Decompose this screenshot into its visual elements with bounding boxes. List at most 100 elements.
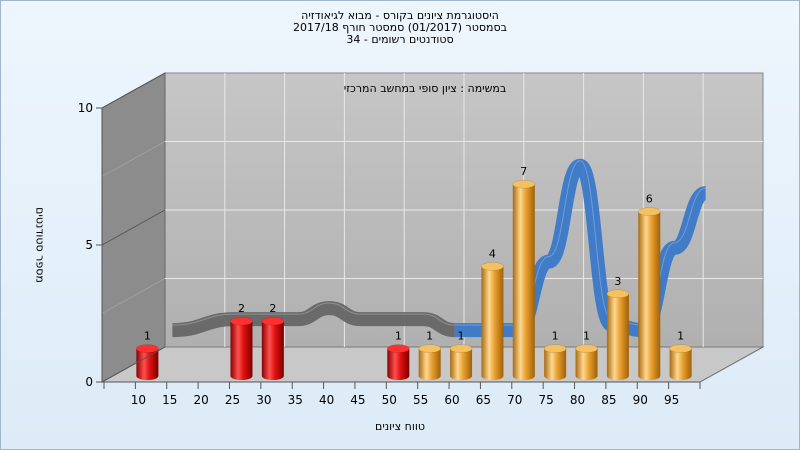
bar-body-90 [638, 211, 661, 376]
x-tick-label-55: 55 [413, 393, 428, 407]
bar-cap-60 [449, 344, 473, 353]
bar-value-label-80: 1 [583, 330, 590, 343]
bar-value-label-25: 2 [238, 302, 245, 315]
chart-subtitle: במשימה : ציון סופי במחשב המרכזי [343, 82, 507, 95]
bar-85 [606, 289, 630, 380]
x-tick-label-45: 45 [350, 393, 365, 407]
bar-50 [387, 344, 410, 380]
bar-base-85 [606, 372, 629, 380]
title-line-2: בסמסטר (01/2017) סמסטר חורף 2017/18 [293, 21, 507, 34]
bar-value-label-10: 1 [144, 330, 151, 343]
bar-body-75 [544, 348, 567, 376]
bar-value-label-85: 3 [614, 275, 621, 288]
bar-value-label-50: 1 [395, 330, 402, 343]
bar-55 [418, 344, 441, 380]
bar-cap-85 [606, 289, 630, 299]
bar-base-70 [512, 372, 535, 380]
bar-body-30 [261, 321, 284, 376]
bar-80 [575, 344, 598, 380]
bar-95 [669, 344, 692, 380]
x-tick-label-60: 60 [444, 393, 459, 407]
bar-body-65 [481, 266, 504, 376]
x-tick-label-20: 20 [193, 393, 208, 407]
bar-cap-90 [638, 207, 661, 216]
x-tick-label-15: 15 [162, 393, 177, 407]
chart-title: היסטוגרמת ציונים בקורס - מבוא לגיאודזיה … [0, 10, 800, 46]
gridline-left-2 [101, 141, 166, 177]
bar-cap-10 [136, 344, 159, 353]
bar-base-65 [481, 372, 504, 380]
bar-base-30 [261, 372, 284, 380]
bar-cap-30 [261, 316, 285, 326]
trend-ribbon-pass-band [454, 158, 708, 338]
bar-cap-70 [512, 179, 536, 189]
x-tick-label-40: 40 [319, 393, 334, 407]
x-tick-label-35: 35 [288, 393, 303, 407]
bar-body-70 [512, 184, 535, 376]
x-tick-label-85: 85 [601, 393, 616, 407]
bar-value-label-95: 1 [677, 330, 684, 343]
x-tick-label-25: 25 [225, 393, 240, 407]
x-tick-label-90: 90 [633, 393, 648, 407]
bar-body-25 [230, 321, 253, 376]
x-axis-title: טווח ציונים [375, 420, 425, 433]
trend-ribbon-fail-highlight [172, 302, 455, 326]
x-tick-label-30: 30 [256, 393, 271, 407]
x-tick-label-75: 75 [539, 393, 554, 407]
x-tick-label-80: 80 [570, 393, 585, 407]
y-tick-label-5: 5 [85, 238, 93, 252]
x-tick-label-70: 70 [507, 393, 522, 407]
y-tick-label-10: 10 [78, 101, 93, 115]
bar-value-label-60: 1 [458, 330, 465, 343]
trend-ribbon-pass-highlight [454, 160, 706, 326]
bar-90 [638, 207, 661, 380]
y-tick-depth-0 [101, 346, 166, 383]
bar-body-50 [387, 348, 410, 376]
x-tick-label-10: 10 [131, 393, 146, 407]
x-tick-label-65: 65 [476, 393, 491, 407]
bar-body-95 [669, 348, 692, 376]
bar-body-10 [136, 348, 159, 376]
bar-value-label-55: 1 [426, 330, 433, 343]
bar-value-label-90: 6 [646, 193, 653, 206]
bar-cap-75 [543, 344, 567, 353]
bar-value-label-70: 7 [520, 165, 527, 178]
floor-right-edge [699, 346, 764, 383]
title-line-1: היסטוגרמת ציונים בקורס - מבוא לגיאודזיה [301, 9, 499, 22]
bar-30 [261, 316, 285, 380]
y-tick-depth-10 [101, 72, 166, 109]
bar-base-10 [136, 372, 159, 380]
bar-10 [136, 344, 159, 380]
y-axis-title-text: מספר סטודנטים [33, 207, 47, 283]
bar-70 [512, 179, 536, 380]
bar-body-85 [606, 293, 629, 376]
trend-ribbon-pass [454, 158, 708, 338]
bar-60 [449, 344, 473, 380]
bar-75 [543, 344, 567, 380]
bar-cap-95 [669, 344, 692, 353]
bar-body-55 [418, 348, 441, 376]
bar-body-60 [450, 348, 473, 376]
bar-value-label-65: 4 [489, 247, 496, 260]
bar-cap-65 [481, 262, 504, 271]
bar-value-label-30: 2 [269, 302, 276, 315]
bar-cap-25 [230, 316, 253, 326]
bar-base-50 [387, 372, 410, 380]
bar-65 [481, 262, 504, 380]
bar-base-25 [230, 372, 253, 380]
bar-base-60 [450, 372, 473, 380]
gridline-left-0 [101, 278, 166, 314]
x-tick-label-50: 50 [382, 393, 397, 407]
bar-body-80 [575, 348, 598, 376]
y-tick-depth-5 [101, 209, 166, 246]
bar-25 [230, 316, 253, 380]
bar-base-55 [418, 372, 441, 380]
bar-base-75 [544, 372, 567, 380]
bar-base-90 [638, 372, 661, 380]
y-tick-label-0: 0 [85, 375, 93, 389]
bar-value-label-75: 1 [552, 330, 559, 343]
title-line-3: סטודנטים רשומים - 34 [346, 33, 454, 46]
bar-base-95 [669, 372, 692, 380]
bar-cap-55 [418, 344, 441, 353]
